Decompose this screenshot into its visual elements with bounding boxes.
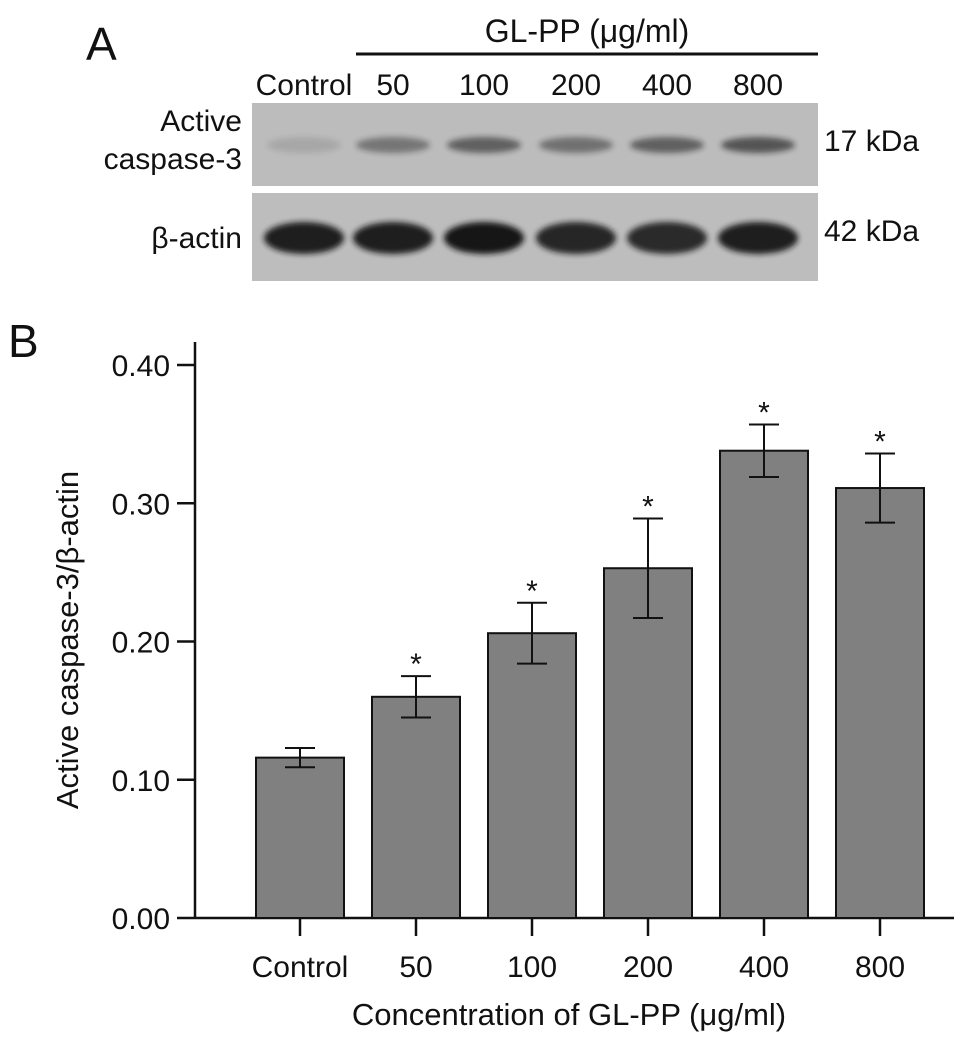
bands-beta-actin [264,222,798,254]
significance-markers: * * * * * [410,396,886,681]
lane-label: 100 [459,69,509,102]
blot-row-label-line1: Active [160,105,242,138]
y-axis-title: Active caspase-3/β-actin [50,471,85,809]
blot-band [444,222,524,254]
lane-label: 400 [642,69,692,102]
panel-b-label: B [8,315,39,367]
x-tick-labels: Control 50 100 200 400 800 [252,951,905,984]
significance-star: * [410,648,422,681]
bands-caspase3 [267,137,795,153]
error-bar [401,675,431,719]
y-tick-labels: 0.00 0.10 0.20 0.30 0.40 [112,350,170,936]
bar [719,449,809,919]
error-bar [749,423,779,478]
blot-row-beta-actin: β-actin 42 kDa [151,193,919,281]
y-tick-label: 0.20 [112,627,170,660]
blot-band [264,222,344,254]
y-tick-label: 0.10 [112,765,170,798]
panel-b: B ***** Control 50 100 200 400 800 0.000.100.… [8,315,954,1032]
bar [255,756,345,919]
y-tick-label: 0.40 [112,350,170,383]
bar [835,487,925,919]
bar [487,632,577,920]
significance-star: * [642,490,654,523]
error-bar [633,517,663,619]
blot-band [539,137,613,153]
x-tick-label: 100 [507,951,557,984]
bar [603,567,693,919]
blot-band [721,137,795,153]
x-tick-label: 800 [855,951,905,984]
blot-band [627,222,707,254]
bar [371,695,461,919]
x-axis [195,916,954,936]
error-bar [865,452,895,524]
blot-row-caspase3: Active caspase-3 17 kDa [104,103,919,186]
panel-a: A GL-PP (μg/ml) Control 50 100 200 400 800 Ac… [86,13,919,281]
y-tick-label: 0.30 [112,488,170,521]
blot-band [536,222,616,254]
bars [255,449,925,920]
x-tick-label: 200 [623,951,673,984]
x-tick-label: 50 [399,951,432,984]
x-axis-title: Concentration of GL-PP (μg/ml) [352,997,786,1032]
blot-band [267,137,341,153]
blot-band [630,137,704,153]
error-bar [517,601,547,665]
lane-label: 800 [733,69,783,102]
lane-label: Control [256,69,353,102]
blot-row-label-line2: caspase-3 [104,143,242,176]
y-tick-label: 0.00 [112,903,170,936]
blot-band [356,137,430,153]
error-bar [285,746,315,769]
significance-star: * [758,396,770,429]
x-tick-label: 400 [739,951,789,984]
molecular-weight-label: 42 kDa [824,215,919,248]
significance-star: * [874,425,886,458]
blot-band [718,222,798,254]
blot-band [353,222,433,254]
molecular-weight-label: 17 kDa [824,125,919,158]
x-tick-label: Control [252,951,349,984]
blot-row-label: β-actin [151,222,242,255]
significance-star: * [526,575,538,608]
lane-label: 50 [376,69,409,102]
treatment-header: GL-PP (μg/ml) [485,13,690,49]
panel-a-label: A [86,18,117,70]
blot-band [447,137,521,153]
y-axis [177,342,197,920]
error-bars [285,423,895,769]
lane-labels: Control 50 100 200 400 800 [256,69,783,102]
lane-label: 200 [551,69,601,102]
